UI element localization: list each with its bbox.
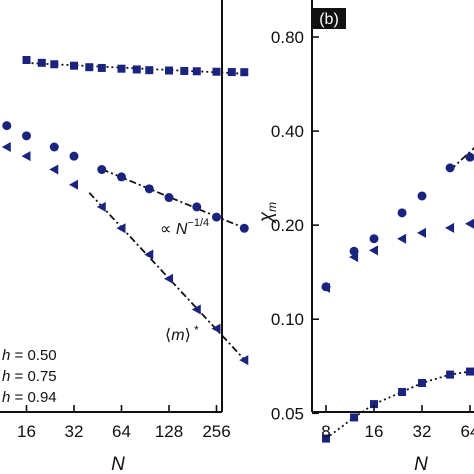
panel-a-markers [1, 56, 249, 366]
panel-a-marker-square [70, 61, 78, 70]
panel-b-y-tick-label: 0.20 [271, 216, 304, 235]
panel-b-y-axis-title: χm [256, 202, 279, 224]
panel-a-marker-square [117, 64, 126, 73]
panel-a-marker-square [145, 66, 154, 75]
panel-a-marker-triangle-left [164, 273, 173, 284]
panel-a-marker-circle [164, 193, 174, 203]
panel-b-label-box [312, 8, 346, 29]
panel-b-marker-square [466, 367, 474, 376]
panel-b-marker-triangle-left [445, 222, 455, 233]
panel-a-marker-triangle-left [1, 141, 11, 152]
panel-a-marker-square [212, 67, 221, 76]
panel-b-marker-square [322, 434, 330, 443]
panel-a-marker-circle [192, 202, 202, 212]
panel-b-label: (b) [319, 11, 339, 28]
panel-b-marker-circle [397, 208, 407, 218]
panel-b-markers [321, 152, 474, 443]
panel-a-fit-lines [26, 62, 248, 364]
panel-a-marker-square [180, 66, 189, 75]
panel-b-y-tick-label: 0.10 [271, 310, 304, 329]
panel-a-marker-square [37, 58, 46, 67]
panel-a-marker-square [97, 63, 106, 72]
panel-b-marker-triangle-left [417, 227, 426, 238]
panel-a-marker-triangle-left [144, 249, 154, 260]
panel-b-marker-circle [445, 163, 455, 173]
panel-a-marker-circle [97, 165, 107, 175]
panel-a-marker-triangle-left [96, 201, 106, 212]
annotation-power-law: ∝ N−1/4 [160, 217, 209, 238]
panel-a-x-tick-label: 32 [65, 422, 84, 441]
panel-a-x-axis-title: N [111, 454, 125, 474]
panel-a-marker-circle [22, 131, 31, 141]
panel-b-fit-line-1 [449, 146, 474, 171]
panel-a-marker-square [50, 60, 59, 69]
panel-b-marker-triangle-left [369, 245, 378, 256]
panel-a-marker-circle [2, 121, 12, 131]
panel-a-marker-circle [69, 151, 79, 161]
panel-b-x-ticks: 8 16 32 64 [321, 405, 474, 441]
panel-a-marker-triangle-left [239, 355, 249, 366]
panel-b-x-tick-label: 16 [365, 422, 384, 441]
panel-b-y-ticks: 0.05 0.10 0.20 0.40 0.80 [271, 28, 319, 423]
panel-a-fit-line-1 [101, 168, 248, 230]
panel-b-marker-square [350, 413, 359, 422]
panel-b-marker-triangle-left [321, 282, 330, 293]
panel-a-marker-triangle-left [191, 304, 201, 315]
panel-b-y-tick-label: 0.80 [271, 28, 304, 47]
legend-entry-h075: h = 0.75 [2, 368, 57, 385]
panel-b-marker-square [398, 387, 407, 396]
panel-a-marker-triangle-left [116, 223, 126, 234]
panel-b-marker-triangle-left [349, 252, 359, 263]
panel-a-x-tick-label: 128 [155, 422, 183, 441]
legend-entry-h094: h = 0.94 [2, 389, 57, 406]
panel-b-marker-triangle-left [397, 233, 407, 244]
panel-b-marker-circle [417, 191, 427, 201]
panel-a-x-tick-label: 256 [202, 422, 230, 441]
panel-a-marker-circle [144, 184, 154, 194]
panel-a-x-tick-label: 64 [112, 422, 131, 441]
panel-b-y-tick-label: 0.40 [271, 122, 304, 141]
panel-a-marker-triangle-left [211, 323, 221, 334]
panel-b-marker-triangle-left [465, 218, 474, 229]
panel-b-x-axis-title: N [414, 454, 428, 474]
panel-b-marker-circle [369, 234, 379, 244]
panel-b-x-tick-label: 8 [321, 422, 330, 441]
panel-b-marker-circle [465, 152, 474, 162]
panel-a-marker-triangle-left [69, 179, 78, 190]
panel-a-marker-triangle-left [49, 164, 59, 175]
annotation-mean-m-star: ⟨m⟩ * [165, 323, 199, 344]
panel-a-marker-circle [117, 172, 126, 182]
panel-a-marker-square [192, 67, 201, 76]
panel-a-marker-square [22, 56, 31, 64]
panel-a-marker-circle [49, 142, 59, 152]
panel-a-marker-circle [239, 223, 249, 233]
panel-b-x-tick-label: 64 [461, 422, 474, 441]
panel-a-marker-circle [212, 212, 221, 222]
legend-entry-h050: h = 0.50 [2, 347, 57, 364]
panel-a-marker-square [240, 68, 249, 77]
panel-b-marker-square [418, 379, 426, 388]
panel-b-marker-square [370, 400, 378, 409]
panel-a-x-ticks: 16 32 64 128 256 [17, 405, 231, 441]
panel-a: 16 32 64 128 256 N ∝ N−1/4 ⟨m⟩ * h = 0.50 h … [0, 0, 249, 474]
panel-b-marker-square [446, 370, 455, 379]
panel-b: (b) 8 16 32 64 0.05 0.10 0.20 0.40 0.80 N χm [256, 0, 474, 474]
panel-a-marker-square [132, 65, 141, 74]
panel-b-x-tick-label: 32 [413, 422, 432, 441]
panel-b-y-tick-label: 0.05 [271, 404, 304, 423]
panel-a-marker-square [85, 63, 94, 72]
legend: h = 0.50 h = 0.75 h = 0.94 [2, 347, 57, 406]
panel-a-marker-square [165, 66, 173, 75]
panel-a-x-tick-label: 16 [17, 422, 36, 441]
panel-a-marker-triangle-left [21, 151, 31, 162]
panel-a-marker-square [227, 68, 236, 77]
